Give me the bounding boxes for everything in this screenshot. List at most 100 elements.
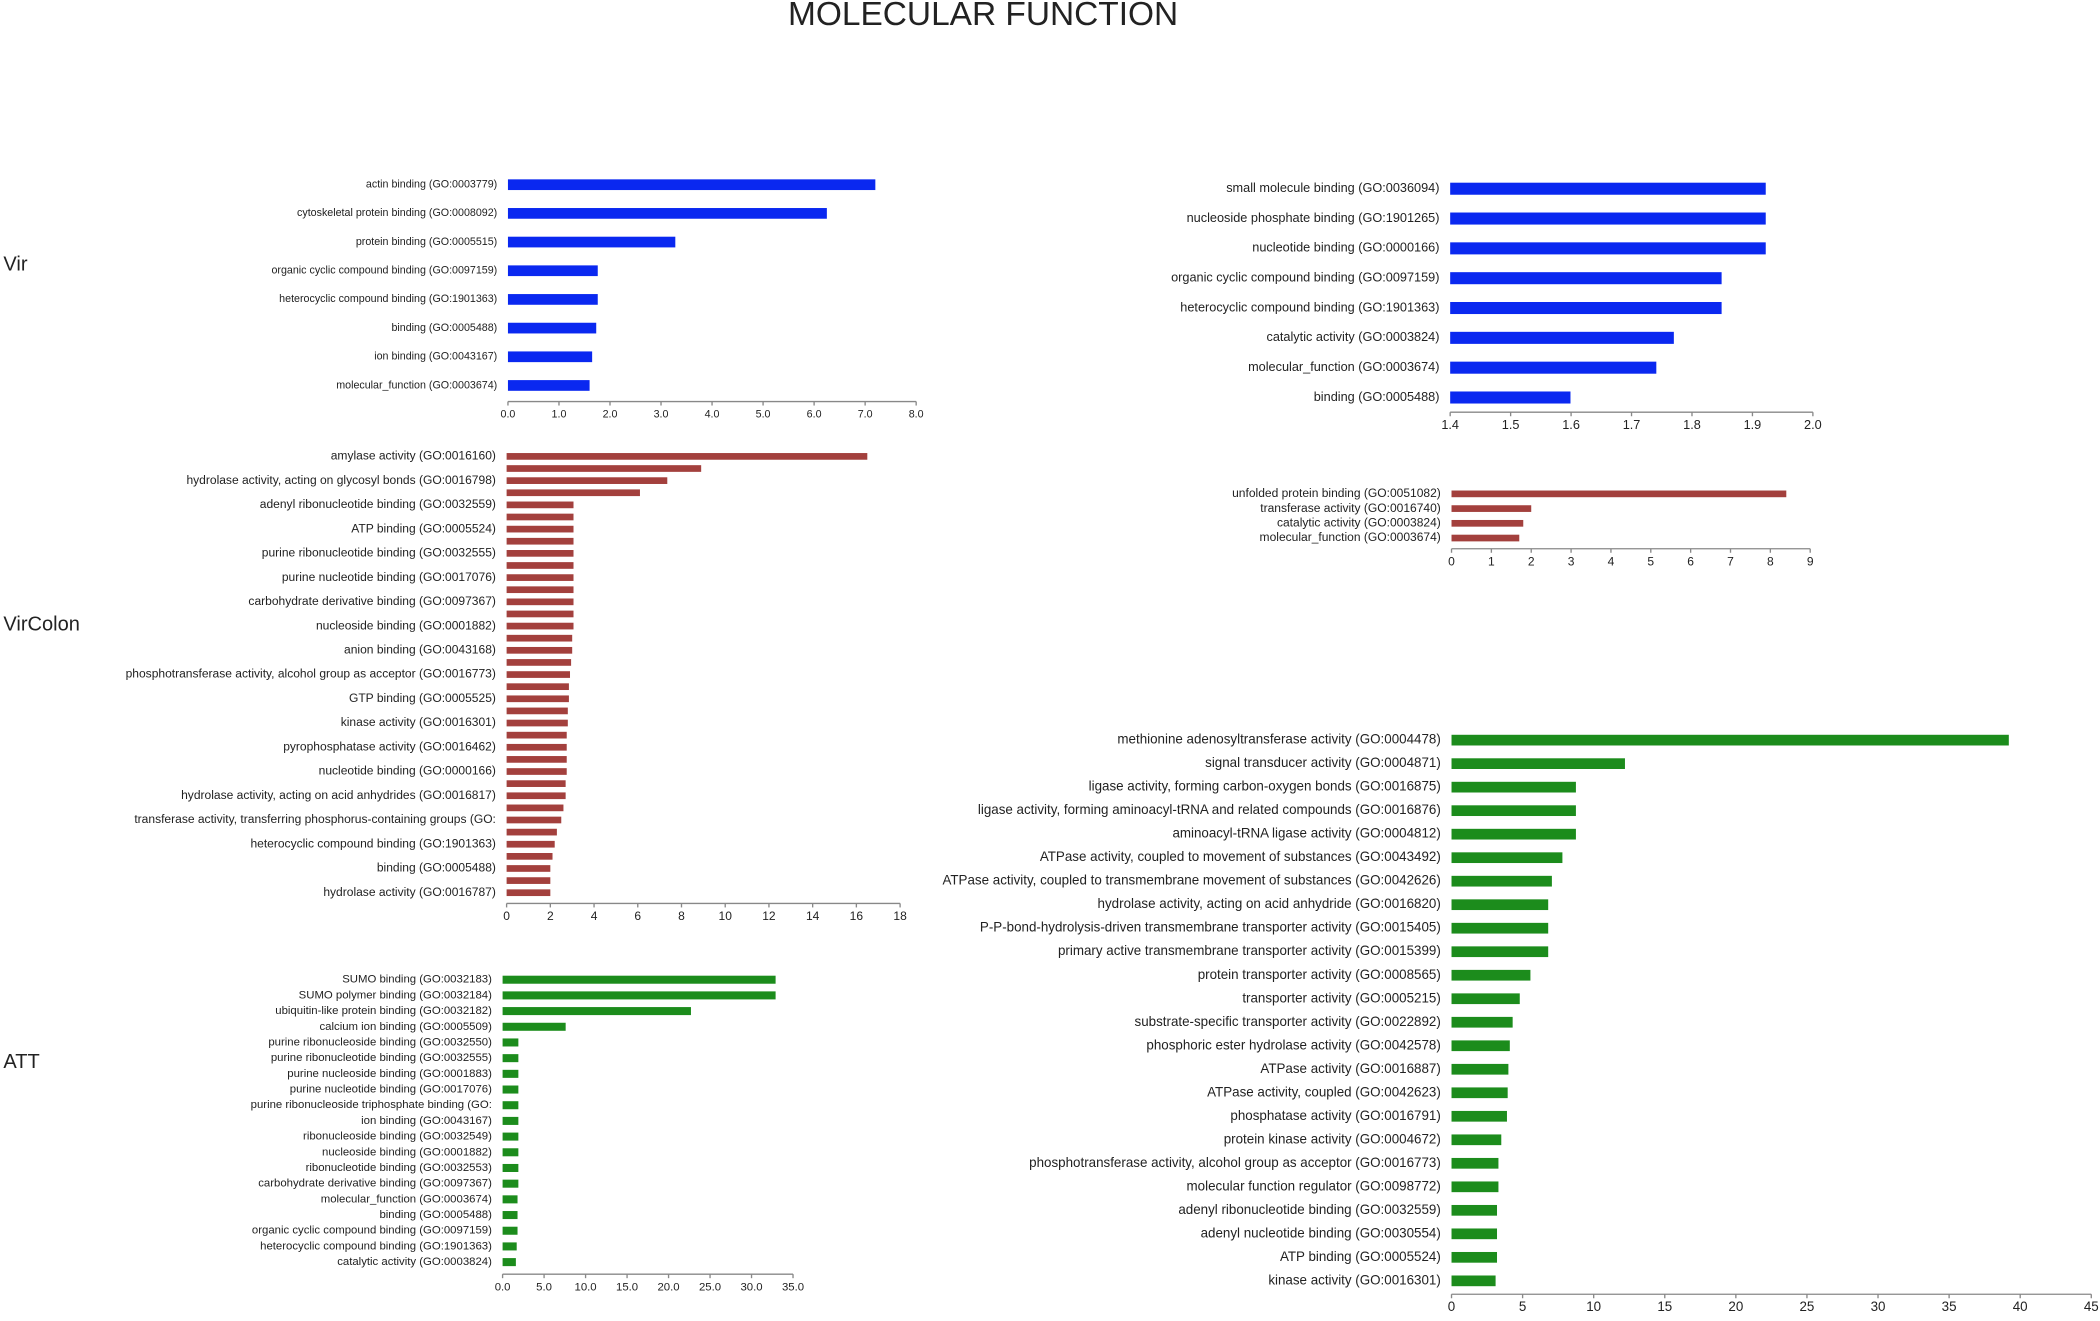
bar — [502, 1085, 519, 1094]
category-label: nucleotide binding (GO:0000166) — [319, 764, 496, 778]
category-label: purine nucleotide binding (GO:0017076) — [290, 1084, 492, 1096]
x-tick-label: 20 — [1728, 1299, 1743, 1314]
bar — [502, 1163, 519, 1172]
category-label: methionine adenosyltransferase activity … — [1117, 732, 1440, 747]
bar — [506, 622, 574, 630]
x-tick-label: 1.9 — [1744, 417, 1762, 432]
bar — [1451, 969, 1531, 981]
bar — [1451, 946, 1549, 958]
bar — [506, 816, 562, 824]
category-label: phosphatase activity (GO:0016791) — [1230, 1108, 1440, 1123]
bar — [506, 683, 569, 691]
bar — [507, 294, 598, 305]
bar — [502, 1022, 566, 1031]
bar — [507, 265, 598, 277]
category-label: organic cyclic compound binding (GO:0097… — [1171, 270, 1439, 285]
category-label: ATP binding (GO:0005524) — [351, 521, 496, 535]
category-label: nucleoside binding (GO:0001882) — [316, 618, 496, 632]
bar — [1451, 805, 1576, 817]
bar — [1451, 1063, 1509, 1075]
category-label: adenyl ribonucleotide binding (GO:003255… — [260, 497, 496, 511]
x-tick-label: 5 — [1647, 554, 1654, 568]
bar — [506, 634, 573, 642]
bar — [507, 236, 676, 248]
category-label: molecular_function (GO:0003674) — [1260, 530, 1441, 544]
x-tick-label: 25.0 — [699, 1282, 721, 1294]
x-tick-label: 6 — [1687, 554, 1694, 568]
category-label: heterocyclic compound binding (GO:190136… — [260, 1240, 492, 1252]
category-label: molecular function regulator (GO:0098772… — [1187, 1178, 1441, 1193]
x-tick-label: 1.8 — [1683, 417, 1701, 432]
bar — [506, 865, 551, 872]
category-label: primary active transmembrane transporter… — [1058, 943, 1441, 958]
x-tick-label: 7 — [1727, 554, 1734, 568]
x-tick-label: 0 — [503, 909, 510, 923]
bar — [506, 695, 569, 703]
category-label: transferase activity (GO:0016740) — [1260, 501, 1441, 515]
x-tick-label: 10 — [1586, 1299, 1601, 1314]
category-label: purine ribonucleoside binding (GO:003255… — [268, 1036, 492, 1048]
x-tick-label: 0.0 — [501, 409, 516, 421]
x-tick-label: 35.0 — [782, 1282, 804, 1294]
bar — [507, 380, 590, 391]
bar — [1451, 852, 1563, 864]
category-label: kinase activity (GO:0016301) — [341, 715, 496, 729]
category-label: phosphotransferase activity, alcohol gro… — [1029, 1155, 1441, 1170]
bar — [507, 322, 597, 334]
category-label: aminoacyl-tRNA ligase activity (GO:00048… — [1172, 826, 1440, 841]
category-label: ion binding (GO:0043167) — [374, 351, 497, 363]
x-tick-label: 0.0 — [495, 1282, 511, 1294]
category-label: signal transducer activity (GO:0004871) — [1205, 755, 1441, 770]
bar — [502, 1007, 691, 1016]
bar — [1451, 899, 1549, 911]
category-label: ATP binding (GO:0005524) — [1280, 1249, 1441, 1264]
bar — [1451, 1228, 1498, 1240]
bar — [1450, 242, 1766, 255]
category-label: GTP binding (GO:0005525) — [349, 691, 496, 705]
bar — [502, 1226, 518, 1235]
x-tick-label: 35 — [1942, 1299, 1957, 1314]
bar — [1450, 272, 1722, 285]
x-tick-label: 3 — [1568, 554, 1575, 568]
category-label: transferase activity, transferring phosp… — [134, 812, 496, 826]
bar — [1451, 1204, 1498, 1216]
category-label: cytoskeletal protein binding (GO:0008092… — [297, 207, 497, 219]
category-label: nucleotide binding (GO:0000166) — [1252, 240, 1439, 255]
category-label: heterocyclic compound binding (GO:190136… — [279, 293, 497, 305]
bar — [502, 1195, 518, 1204]
bar — [1451, 1251, 1498, 1263]
x-tick-label: 4 — [1608, 554, 1615, 568]
category-label: P-P-bond-hydrolysis-driven transmembrane… — [980, 920, 1441, 935]
category-label: organic cyclic compound binding (GO:0097… — [252, 1225, 492, 1237]
category-label: calcium ion binding (GO:0005509) — [319, 1021, 492, 1033]
x-tick-label: 18 — [893, 909, 907, 923]
category-label: catalytic activity (GO:0003824) — [1266, 329, 1439, 344]
bar — [506, 501, 574, 509]
category-label: pyrophosphatase activity (GO:0016462) — [283, 739, 496, 753]
bar — [506, 877, 551, 884]
bar — [506, 610, 574, 618]
x-tick-label: 14 — [806, 909, 820, 923]
category-label: binding (GO:0005488) — [379, 1209, 492, 1221]
bar — [506, 586, 574, 594]
bar — [1451, 1040, 1510, 1052]
bar — [502, 1116, 519, 1125]
x-tick-label: 45 — [2084, 1299, 2099, 1314]
category-label: protein transporter activity (GO:0008565… — [1198, 967, 1441, 982]
category-label: hydrolase activity, acting on acid anhyd… — [1098, 896, 1441, 911]
category-label: ATPase activity, coupled to transmembran… — [942, 873, 1440, 888]
bar — [502, 1258, 516, 1267]
category-label: heterocyclic compound binding (GO:190136… — [1180, 299, 1439, 314]
bar — [506, 477, 668, 484]
bar — [506, 598, 574, 606]
category-label: purine nucleotide binding (GO:0017076) — [282, 570, 496, 584]
category-label: ligase activity, forming aminoacyl-tRNA … — [978, 802, 1441, 817]
bar — [506, 768, 567, 775]
x-tick-label: 1 — [1488, 554, 1495, 568]
bar — [507, 208, 827, 219]
x-tick-label: 4 — [591, 909, 598, 923]
bar — [506, 489, 640, 497]
category-label: hydrolase activity, acting on acid anhyd… — [181, 788, 496, 802]
bar — [506, 840, 555, 848]
group-label: ATT — [3, 1051, 39, 1073]
